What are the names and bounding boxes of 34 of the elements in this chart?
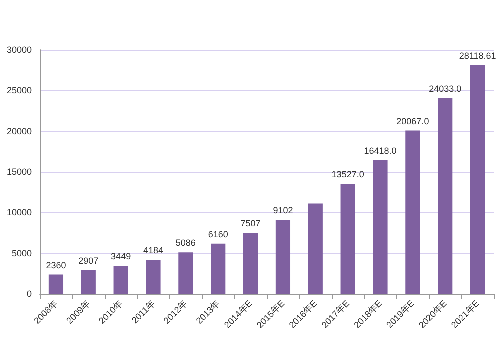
data-label: 16418.0 xyxy=(364,146,397,156)
bar xyxy=(373,160,388,294)
y-tick-label: 0 xyxy=(26,289,32,299)
bar xyxy=(243,232,258,294)
data-label: 5086 xyxy=(176,238,196,248)
bar xyxy=(406,130,420,294)
data-label: 4184 xyxy=(143,245,164,256)
data-label: 7507 xyxy=(240,218,261,228)
y-tick-label: 30000 xyxy=(6,45,32,55)
data-label: 2907 xyxy=(78,256,99,266)
y-tick-label: 25000 xyxy=(6,86,32,96)
data-label: 2360 xyxy=(46,260,66,270)
data-label: 3449 xyxy=(111,251,132,262)
data-label: 13527.0 xyxy=(332,169,364,180)
bar xyxy=(178,252,194,294)
bar xyxy=(308,204,323,294)
bar xyxy=(81,270,96,294)
y-tick-label: 10000 xyxy=(6,208,32,218)
bar xyxy=(146,260,161,294)
bar xyxy=(438,98,453,294)
bar xyxy=(211,244,226,294)
data-label: 28118.61 xyxy=(459,50,496,61)
data-label: 9102 xyxy=(273,205,294,216)
y-tick-label: 20000 xyxy=(6,126,32,136)
bar xyxy=(340,184,356,294)
data-label: 20067.0 xyxy=(396,116,430,126)
bar xyxy=(114,266,128,294)
y-tick-label: 5000 xyxy=(12,248,32,258)
y-tick-label: 15000 xyxy=(6,167,32,177)
data-label: 6160 xyxy=(208,229,228,240)
data-label: 24033.0 xyxy=(429,84,462,94)
bar xyxy=(276,220,291,294)
bar xyxy=(470,65,486,294)
bar xyxy=(48,274,64,294)
